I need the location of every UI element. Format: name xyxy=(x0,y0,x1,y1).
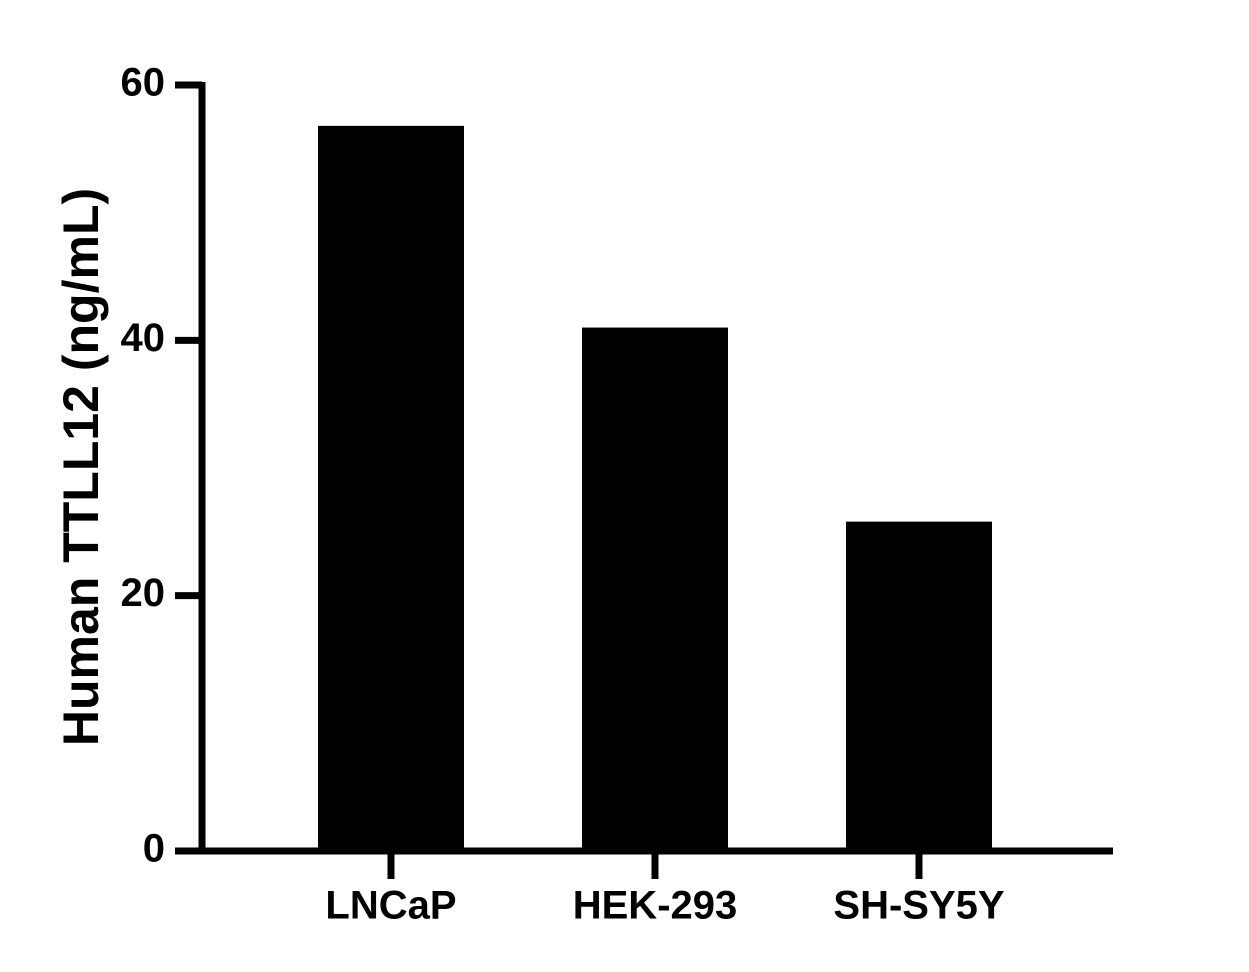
bar xyxy=(846,521,992,851)
y-tick-label: 40 xyxy=(121,316,166,360)
x-tick-label: HEK-293 xyxy=(573,884,738,928)
x-tick-label: SH-SY5Y xyxy=(833,884,1004,928)
y-tick-label: 20 xyxy=(121,571,166,615)
y-tick-label: 60 xyxy=(121,61,166,105)
x-tick-label: LNCaP xyxy=(325,884,456,928)
y-tick-label: 0 xyxy=(143,827,165,871)
bar xyxy=(318,125,464,851)
y-axis-label: Human TTLL12 (ng/mL) xyxy=(53,188,109,746)
bar xyxy=(582,327,728,852)
